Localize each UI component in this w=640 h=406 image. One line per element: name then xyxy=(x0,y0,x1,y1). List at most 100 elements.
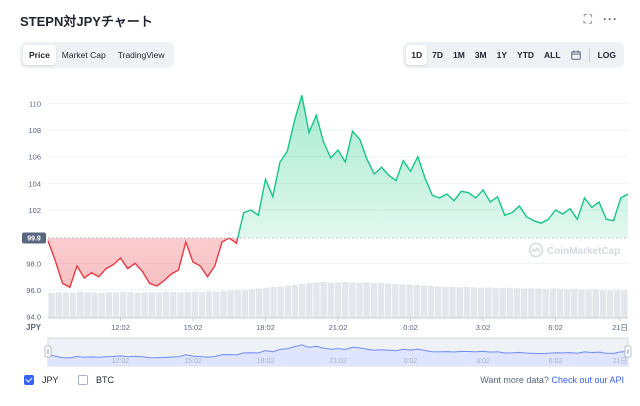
volume-bar xyxy=(578,289,585,318)
volume-bar xyxy=(513,288,521,318)
volume-bar xyxy=(485,287,492,318)
volume-bar xyxy=(606,289,614,318)
price-area-up xyxy=(48,95,628,238)
range-navigator[interactable]: 12:02 15:02 18:02 21:02 0:02 3:02 6:02 21日 xyxy=(44,337,632,367)
chart-type-tabs: Price Market Cap TradingView xyxy=(20,42,174,68)
navigator-tick-label: 21日 xyxy=(613,357,628,365)
volume-bar xyxy=(184,292,191,318)
y-axis-ticks: 94.0 96.0 98.0 102 104 106 108 110 xyxy=(26,99,41,321)
volume-bar xyxy=(205,291,213,318)
volume-bar xyxy=(563,289,571,318)
volume-bar xyxy=(549,288,556,318)
y-tick-label: 104 xyxy=(28,179,41,188)
volume-bar xyxy=(356,282,363,318)
volume-bar xyxy=(592,289,599,318)
volume-bar xyxy=(291,284,299,318)
volume-bar xyxy=(470,287,478,318)
reference-badge: 99.9 xyxy=(22,232,46,244)
volume-bar xyxy=(413,284,420,318)
range-divider xyxy=(588,48,590,62)
volume-bar xyxy=(349,282,356,318)
volume-bar xyxy=(69,292,77,318)
volume-bar xyxy=(105,292,113,318)
volume-bar xyxy=(334,282,342,318)
tab-price[interactable]: Price xyxy=(23,45,56,65)
volume-bar xyxy=(392,283,399,318)
volume-bar xyxy=(306,283,313,318)
volume-bar xyxy=(442,286,449,318)
volume-bar xyxy=(248,289,256,318)
volume-bar xyxy=(299,283,306,318)
volume-bar xyxy=(98,292,105,318)
volume-bar xyxy=(556,288,564,318)
volume-bar xyxy=(220,291,227,318)
volume-bar xyxy=(284,285,292,318)
volume-bar xyxy=(384,283,392,318)
volume-bar xyxy=(148,292,156,318)
volume-bars xyxy=(48,282,628,318)
volume-bar xyxy=(399,284,406,318)
range-1y-button[interactable]: 1Y xyxy=(496,50,508,60)
volume-bar xyxy=(127,292,134,318)
navigator-tick-label: 3:02 xyxy=(476,358,490,365)
tab-tradingview[interactable]: TradingView xyxy=(117,50,165,60)
api-promo: Want more data? Check out our API xyxy=(480,375,624,385)
x-tick-label: 18:02 xyxy=(256,323,275,332)
price-line-up xyxy=(227,95,629,238)
volume-bar xyxy=(535,288,542,318)
price-line-down xyxy=(47,238,239,289)
navigator-tick-label: 21:02 xyxy=(329,358,347,365)
api-link[interactable]: Check out our API xyxy=(551,375,624,385)
volume-bar xyxy=(571,288,578,318)
navigator-handle-left[interactable] xyxy=(44,345,52,358)
tab-market-cap[interactable]: Market Cap xyxy=(61,50,106,60)
coinmarketcap-logo-icon xyxy=(528,242,544,258)
legend-jpy[interactable]: JPY xyxy=(24,375,59,385)
volume-bar xyxy=(520,288,528,318)
navigator-line xyxy=(47,344,629,359)
reference-value: 99.9 xyxy=(27,236,41,243)
volume-bar xyxy=(91,292,98,318)
volume-bar xyxy=(406,284,413,318)
volume-bar xyxy=(198,292,206,318)
calendar-icon[interactable] xyxy=(566,45,586,65)
volume-bar xyxy=(320,282,327,318)
log-scale-button[interactable]: LOG xyxy=(597,50,616,60)
range-1d-button[interactable]: 1D xyxy=(406,45,428,65)
x-tick-label: 15:02 xyxy=(184,323,203,332)
volume-bar xyxy=(427,285,435,318)
x-tick-label: 0:02 xyxy=(403,323,418,332)
volume-bar xyxy=(120,291,127,318)
range-7d-button[interactable]: 7D xyxy=(432,50,444,60)
volume-bar xyxy=(234,290,241,318)
navigator-tick-label: 15:02 xyxy=(184,358,202,365)
navigator-tick-label: 12:02 xyxy=(112,358,130,365)
api-prompt: Want more data? xyxy=(480,375,549,385)
range-1m-button[interactable]: 1M xyxy=(453,50,465,60)
volume-bar xyxy=(77,291,84,318)
more-icon[interactable]: ··· xyxy=(603,12,618,26)
range-ytd-button[interactable]: YTD xyxy=(517,50,535,60)
btc-checkbox[interactable] xyxy=(78,375,88,385)
watermark-text: CoinMarketCap xyxy=(547,246,620,257)
volume-bar xyxy=(313,282,320,318)
navigator-handle-right[interactable] xyxy=(624,345,632,358)
y-tick-label: 98.0 xyxy=(26,259,41,268)
page-title: STEPN対JPYチャート xyxy=(20,14,153,29)
legend-jpy-label: JPY xyxy=(42,375,59,385)
volume-bar xyxy=(478,287,485,318)
volume-bar xyxy=(141,292,148,318)
range-all-button[interactable]: ALL xyxy=(544,50,561,60)
volume-bar xyxy=(435,286,442,318)
navigator-tick-label: 18:02 xyxy=(257,358,275,365)
navigator-ticks: 12:02 15:02 18:02 21:02 0:02 3:02 6:02 21日 xyxy=(112,357,628,365)
volume-bar xyxy=(62,292,70,318)
expand-icon[interactable]: ⛶ xyxy=(583,12,592,26)
x-tick-label: 3:02 xyxy=(476,323,491,332)
jpy-checkbox[interactable] xyxy=(24,375,34,385)
legend-btc[interactable]: BTC xyxy=(78,375,114,385)
y-tick-label: 96.0 xyxy=(26,286,41,295)
volume-bar xyxy=(277,286,284,318)
range-3m-button[interactable]: 3M xyxy=(474,50,487,60)
volume-bar xyxy=(227,290,234,318)
